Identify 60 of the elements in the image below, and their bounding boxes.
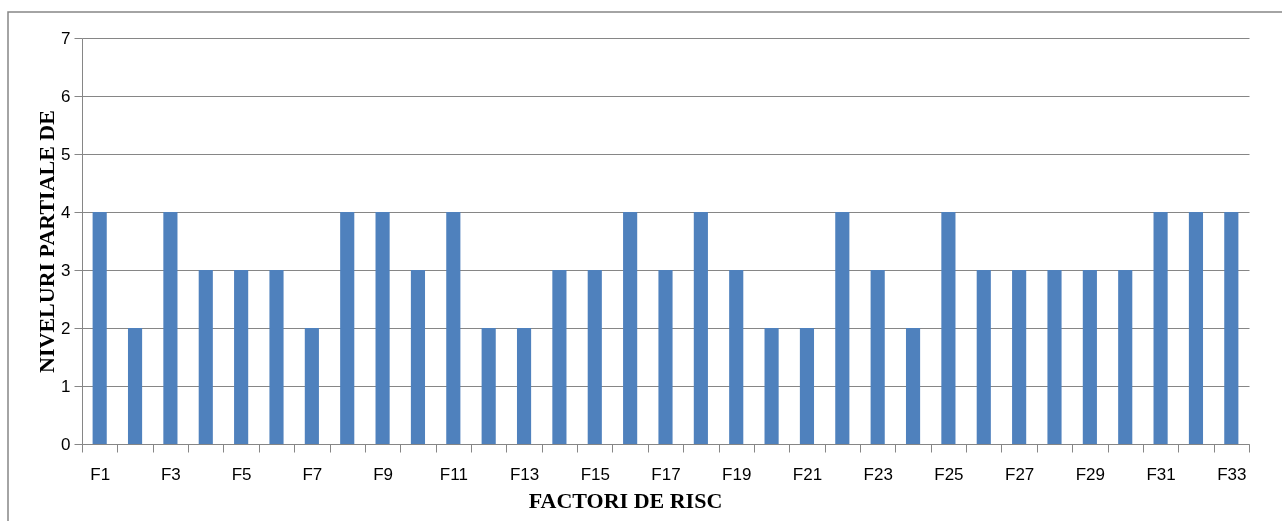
bar xyxy=(587,270,602,444)
bar xyxy=(410,270,426,444)
x-tick-label: F9 xyxy=(373,464,394,484)
x-tick-label: F25 xyxy=(934,464,964,484)
bar xyxy=(304,328,319,444)
x-tick-label: F5 xyxy=(231,464,252,484)
bar xyxy=(658,270,673,444)
bar xyxy=(799,328,815,444)
bar xyxy=(1224,212,1239,444)
bar xyxy=(693,212,708,444)
x-tick-label: F7 xyxy=(302,464,323,484)
y-tick-label: 1 xyxy=(61,376,71,396)
x-tick-label: F11 xyxy=(439,464,468,484)
bar xyxy=(92,212,107,444)
x-tick-label: F1 xyxy=(90,464,111,484)
bar xyxy=(1082,270,1097,444)
y-tick-label: 7 xyxy=(61,28,71,48)
y-tick-label: 6 xyxy=(61,86,71,106)
bar xyxy=(764,328,779,444)
bar xyxy=(870,270,885,444)
x-tick-label: F31 xyxy=(1146,464,1176,484)
x-tick-label: F13 xyxy=(509,464,540,484)
x-tick-label: F3 xyxy=(160,464,181,484)
bar xyxy=(905,328,921,444)
bar xyxy=(1047,270,1062,444)
y-tick-label: 2 xyxy=(61,318,71,338)
x-tick-label: F27 xyxy=(1004,464,1035,484)
x-tick-label: F21 xyxy=(792,464,823,484)
bar xyxy=(1012,270,1027,444)
bar xyxy=(623,212,638,444)
y-tick-label: 3 xyxy=(61,260,71,280)
bar xyxy=(198,270,213,444)
bar xyxy=(127,328,143,444)
bar xyxy=(976,270,991,444)
x-tick-label: F17 xyxy=(651,464,681,484)
x-axis-title: FACTORI DE RISC xyxy=(528,487,723,513)
y-tick-label: 5 xyxy=(61,144,71,164)
bar xyxy=(446,212,461,444)
bar xyxy=(516,328,532,444)
bar xyxy=(729,270,744,444)
x-tick-label: F29 xyxy=(1075,464,1106,484)
x-tick-label: F23 xyxy=(863,464,893,484)
bar xyxy=(340,212,355,444)
bar xyxy=(941,212,956,444)
bar xyxy=(835,212,850,444)
bar xyxy=(481,328,496,444)
x-tick-label: F19 xyxy=(722,464,752,484)
bar xyxy=(375,212,390,444)
y-tick-label: 4 xyxy=(61,202,71,222)
bar xyxy=(234,270,249,444)
y-axis-title: NIVELURI PARTIALE DE xyxy=(34,110,60,373)
y-tick-label: 0 xyxy=(61,434,71,454)
bar xyxy=(1118,270,1133,444)
bar xyxy=(1153,212,1168,444)
bar xyxy=(1188,212,1204,444)
bar xyxy=(552,270,567,444)
bar xyxy=(163,212,178,444)
x-tick-label: F15 xyxy=(580,464,610,484)
x-tick-label: F33 xyxy=(1217,464,1247,484)
bar xyxy=(269,270,284,444)
